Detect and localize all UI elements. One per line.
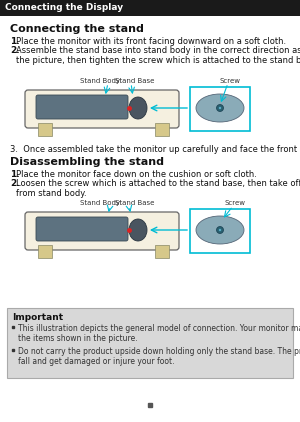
FancyBboxPatch shape (36, 95, 128, 119)
Circle shape (219, 229, 221, 231)
Bar (7, 308, 293, 378)
Bar (38, 123, 52, 136)
FancyBboxPatch shape (25, 212, 179, 250)
Bar (38, 245, 52, 258)
Text: 3.  Once assembled take the monitor up carefully and face the front side.: 3. Once assembled take the monitor up ca… (10, 145, 300, 154)
Text: Loosen the screw which is attached to the stand base, then take off the stand ba: Loosen the screw which is attached to th… (16, 179, 300, 198)
Text: 2.: 2. (10, 46, 20, 55)
Text: Connecting the Display: Connecting the Display (5, 3, 123, 13)
FancyBboxPatch shape (36, 217, 128, 241)
Bar (155, 245, 169, 258)
Ellipse shape (129, 219, 147, 241)
Ellipse shape (129, 97, 147, 119)
Bar (0, 0, 300, 16)
Text: Disassembling the stand: Disassembling the stand (10, 157, 164, 167)
Text: Assemble the stand base into stand body in the correct direction as shown in
the: Assemble the stand base into stand body … (16, 46, 300, 65)
Text: 2.: 2. (10, 179, 20, 188)
Text: 1.: 1. (10, 170, 20, 179)
Text: Screw: Screw (220, 78, 241, 84)
Ellipse shape (196, 94, 244, 122)
Text: 1.: 1. (10, 37, 20, 46)
Text: Stand Body: Stand Body (80, 200, 120, 206)
Text: Place the monitor face down on the cushion or soft cloth.: Place the monitor face down on the cushi… (16, 170, 257, 179)
Text: Stand Body: Stand Body (80, 78, 120, 84)
Text: Stand Base: Stand Base (115, 78, 155, 84)
Circle shape (219, 107, 221, 109)
Ellipse shape (196, 216, 244, 244)
Bar (155, 123, 169, 136)
FancyBboxPatch shape (25, 90, 179, 128)
Circle shape (217, 227, 224, 233)
Text: Connecting the stand: Connecting the stand (10, 24, 144, 34)
Circle shape (217, 105, 224, 111)
Text: Stand Base: Stand Base (115, 200, 155, 206)
Text: Place the monitor with its front facing downward on a soft cloth.: Place the monitor with its front facing … (16, 37, 286, 46)
Text: Screw: Screw (224, 200, 245, 206)
Text: This illustration depicts the general model of connection. Your monitor may diff: This illustration depicts the general mo… (18, 324, 300, 344)
Text: Important: Important (12, 313, 63, 322)
Text: Do not carry the product upside down holding only the stand base. The product ma: Do not carry the product upside down hol… (18, 347, 300, 366)
